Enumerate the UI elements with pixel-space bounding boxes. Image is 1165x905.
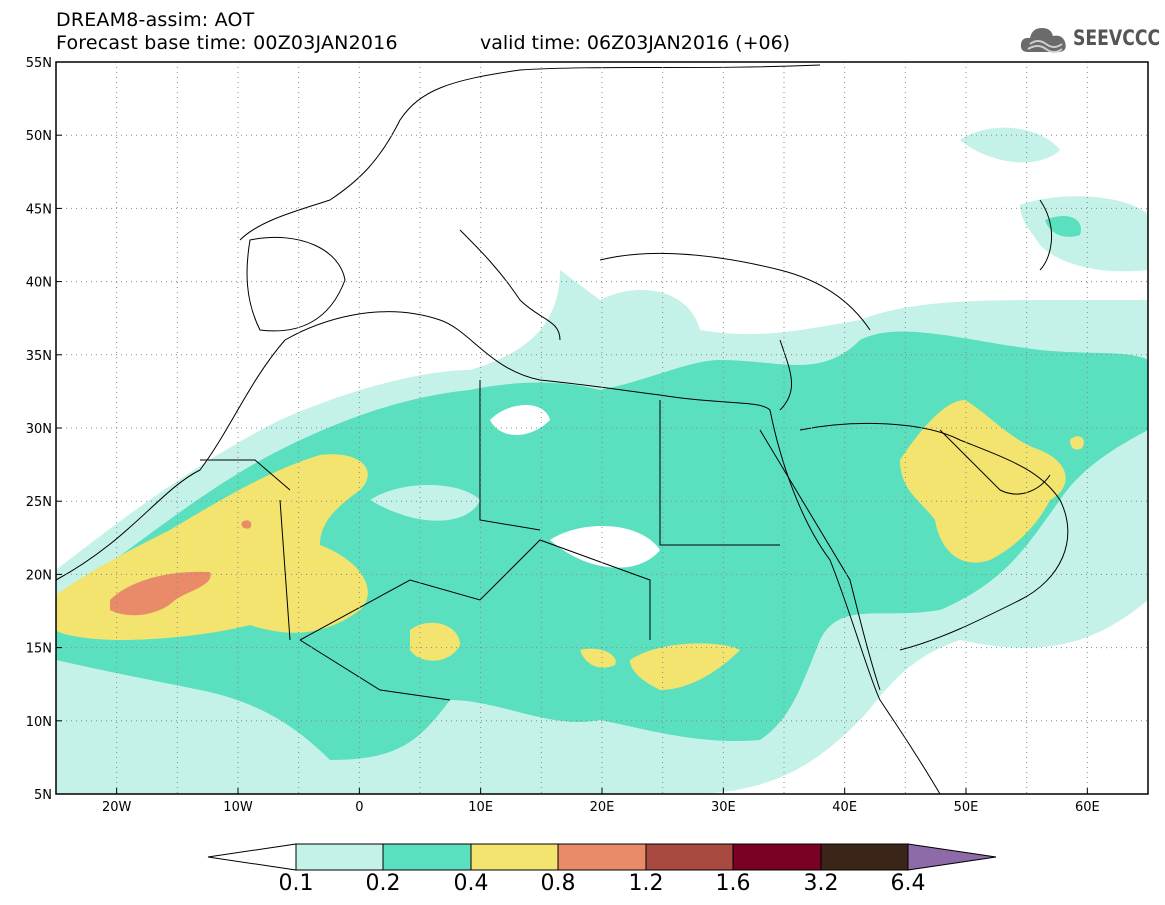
lat-label: 45N bbox=[26, 202, 52, 217]
logo-text: SEEVCCC bbox=[1073, 26, 1161, 50]
colorbar-segment-1 bbox=[295, 843, 384, 871]
colorbar-segment-3 bbox=[470, 843, 559, 871]
lon-label: 60E bbox=[1075, 800, 1100, 815]
colorbar-segment-7 bbox=[820, 843, 909, 871]
lat-label: 55N bbox=[26, 56, 52, 71]
colorbar-label: 1.2 bbox=[628, 871, 664, 896]
aot-gap-libya bbox=[370, 485, 480, 521]
gulf bbox=[939, 429, 1051, 495]
lat-label: 50N bbox=[26, 129, 52, 144]
colorbar-label: 0.1 bbox=[278, 871, 314, 896]
colorbar-label: 0.2 bbox=[365, 871, 401, 896]
aot-band-0.2-caspian bbox=[1045, 215, 1081, 237]
aot-band-0.8-small bbox=[241, 520, 252, 529]
lon-label: 20E bbox=[590, 800, 615, 815]
colorbar-label: 0.4 bbox=[453, 871, 489, 896]
colorbar-low-arrow bbox=[207, 843, 297, 871]
aot-band-0.4-chad2 bbox=[580, 648, 616, 668]
iberia bbox=[246, 236, 346, 332]
aot-band-0.1-caspian bbox=[1020, 196, 1148, 272]
colorbar-label: 0.8 bbox=[540, 871, 576, 896]
aot-gap-tunisia bbox=[490, 405, 550, 435]
lat-label: 20N bbox=[26, 568, 52, 583]
aot-band-0.4-arabia bbox=[900, 400, 1066, 563]
lon-label: 30E bbox=[711, 800, 736, 815]
lon-label: 10W bbox=[223, 800, 253, 815]
colorbar-label: 6.4 bbox=[890, 871, 926, 896]
europe-coast bbox=[239, 64, 821, 241]
greece-turkey bbox=[599, 252, 871, 331]
seevccc-logo: SEEVCCC bbox=[1018, 20, 1161, 60]
colorbar-label: 3.2 bbox=[803, 871, 839, 896]
lon-label: 50E bbox=[954, 800, 979, 815]
colorbar-label: 1.6 bbox=[715, 871, 751, 896]
levant bbox=[779, 339, 793, 411]
cloud-icon bbox=[1020, 28, 1066, 53]
lat-label: 35N bbox=[26, 349, 52, 364]
arabia bbox=[799, 422, 1069, 651]
colorbar-high-arrow bbox=[907, 843, 997, 871]
colorbar-segment-4 bbox=[557, 843, 647, 871]
border-sahel bbox=[299, 539, 651, 701]
lat-label: 10N bbox=[26, 715, 52, 730]
aot-band-0.4-iran bbox=[1070, 436, 1084, 450]
aot-band-0.4-chad bbox=[630, 643, 740, 690]
lat-label: 25N bbox=[26, 495, 52, 510]
lat-label: 15N bbox=[26, 642, 52, 657]
lat-label: 40N bbox=[26, 276, 52, 291]
aot-band-0.1-north bbox=[960, 127, 1060, 163]
coastlines bbox=[56, 64, 1069, 794]
africa-coast bbox=[56, 311, 941, 794]
colorbar-segment-2 bbox=[382, 843, 472, 871]
caspian bbox=[1039, 199, 1053, 271]
map-title: DREAM8-assim: AOT bbox=[56, 9, 255, 31]
colorbar-segment-5 bbox=[645, 843, 734, 871]
lon-label: 0 bbox=[355, 800, 363, 815]
lat-label: 30N bbox=[26, 422, 52, 437]
axis-ticks: 55N 50N 45N 40N 35N 30N 25N 20N 15N 10N 5N 20W 10W 0 1… bbox=[26, 56, 1100, 815]
valid-time: valid time: 06Z03JAN2016 (+06) bbox=[480, 32, 791, 54]
border-maghreb bbox=[200, 380, 780, 641]
colorbar bbox=[207, 843, 997, 871]
forecast-base-time: Forecast base time: 00Z03JAN2016 bbox=[56, 32, 398, 54]
italy bbox=[459, 229, 561, 341]
lon-label: 20W bbox=[102, 800, 132, 815]
lat-label: 5N bbox=[34, 788, 52, 803]
lon-label: 40E bbox=[832, 800, 857, 815]
aot-gap-sudan bbox=[550, 526, 660, 568]
aot-band-0.8 bbox=[110, 571, 211, 616]
aot-band-0.4-niger bbox=[410, 622, 460, 661]
colorbar-segment-6 bbox=[732, 843, 822, 871]
lon-label: 10E bbox=[468, 800, 493, 815]
graticule bbox=[56, 62, 1148, 794]
